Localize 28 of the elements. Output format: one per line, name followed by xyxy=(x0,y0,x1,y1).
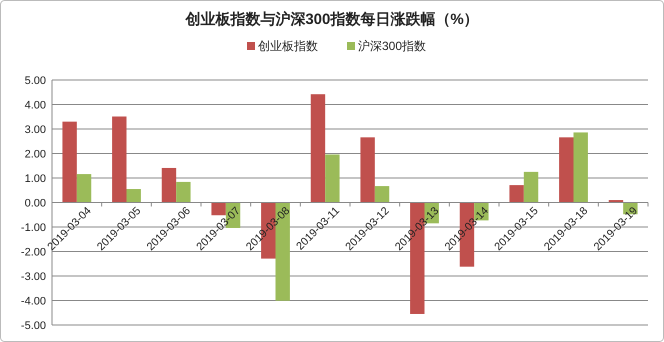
legend-label: 创业板指数 xyxy=(258,39,318,53)
y-tick-label: 0.00 xyxy=(24,197,46,210)
chart-title: 创业板指数与沪深300指数每日涨跌幅（%） xyxy=(184,10,479,28)
bar xyxy=(559,137,574,202)
bar xyxy=(374,186,390,202)
y-tick-label: 2.00 xyxy=(24,148,46,160)
bar xyxy=(325,154,340,202)
bar xyxy=(509,185,524,202)
bar xyxy=(162,168,176,202)
y-tick-label: 3.00 xyxy=(24,124,46,136)
legend-label: 沪深300指数 xyxy=(358,39,426,53)
bar xyxy=(76,174,92,202)
y-tick-label: -5.00 xyxy=(20,320,46,332)
bar xyxy=(310,94,326,202)
y-tick-label: 1.00 xyxy=(24,172,46,185)
bar xyxy=(126,189,141,202)
bar xyxy=(524,172,538,202)
bar xyxy=(574,132,588,202)
y-tick-label: -2.00 xyxy=(20,246,46,258)
y-tick-label: -3.00 xyxy=(20,270,46,283)
bar xyxy=(176,182,191,202)
bar xyxy=(62,122,77,202)
bar xyxy=(112,116,126,202)
y-tick-label: -4.00 xyxy=(20,295,46,308)
bar xyxy=(360,137,375,202)
y-tick-label: 5.00 xyxy=(24,74,46,87)
y-tick-label: 4.00 xyxy=(24,99,46,112)
y-tick-label: -1.00 xyxy=(20,222,46,234)
